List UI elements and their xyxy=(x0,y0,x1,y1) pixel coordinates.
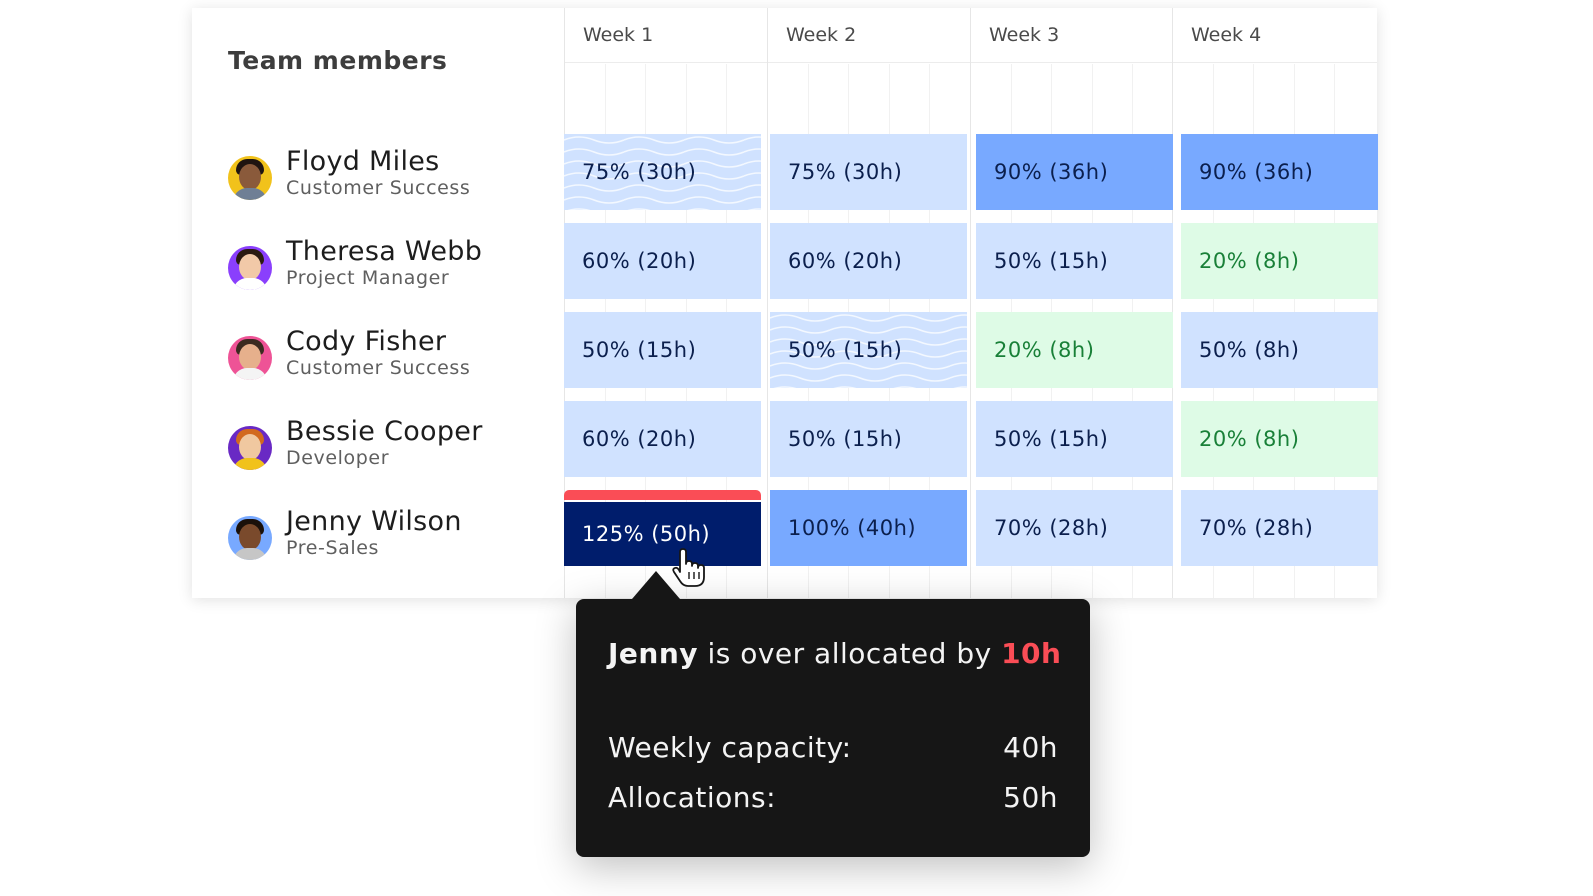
allocation-label: 90% (36h) xyxy=(994,160,1109,184)
allocation-cell[interactable]: 70% (28h) xyxy=(1181,490,1378,566)
avatar-face xyxy=(239,524,261,550)
avatar-face xyxy=(239,344,261,370)
allocation-label: 60% (20h) xyxy=(582,249,697,273)
member-name: Cody Fisher xyxy=(286,326,447,357)
allocation-cell[interactable]: 100% (40h) xyxy=(770,490,967,566)
allocation-cell[interactable]: 20% (8h) xyxy=(1181,401,1378,477)
hand-cursor-icon xyxy=(672,548,705,587)
allocation-label: 75% (30h) xyxy=(788,160,903,184)
member-name: Bessie Cooper xyxy=(286,416,483,447)
allocation-label: 90% (36h) xyxy=(1199,160,1314,184)
week-divider xyxy=(1172,8,1173,598)
allocation-cell[interactable]: 60% (20h) xyxy=(564,223,761,299)
allocation-cell[interactable]: 75% (30h) xyxy=(770,134,967,210)
avatar xyxy=(228,156,272,200)
allocation-label: 60% (20h) xyxy=(582,427,697,451)
member-name: Jenny Wilson xyxy=(286,506,462,537)
week-divider xyxy=(767,8,768,598)
allocations-value: 50h xyxy=(1003,781,1058,814)
avatar-shirt xyxy=(233,548,267,560)
week-1-header: Week 1 xyxy=(564,8,767,63)
avatar-shirt xyxy=(233,188,267,200)
avatar xyxy=(228,336,272,380)
allocation-cell[interactable]: 50% (15h) xyxy=(976,223,1173,299)
week-divider xyxy=(970,8,971,598)
allocation-cell[interactable]: 20% (8h) xyxy=(976,312,1173,388)
allocation-cell[interactable]: 90% (36h) xyxy=(1181,134,1378,210)
allocation-label: 100% (40h) xyxy=(788,516,917,540)
member-role: Customer Success xyxy=(286,357,471,379)
allocation-cell[interactable]: 125% (50h) xyxy=(564,490,761,566)
allocation-cell[interactable]: 20% (8h) xyxy=(1181,223,1378,299)
member-name: Theresa Webb xyxy=(286,236,483,267)
member-role: Pre-Sales xyxy=(286,537,380,559)
allocation-cell[interactable]: 50% (15h) xyxy=(770,312,967,388)
avatar-face xyxy=(239,164,261,190)
allocation-label: 70% (28h) xyxy=(1199,516,1314,540)
avatar-shirt xyxy=(233,278,267,290)
allocation-cell[interactable]: 90% (36h) xyxy=(976,134,1173,210)
allocation-label: 50% (15h) xyxy=(994,427,1109,451)
tooltip-over-amount: 10h xyxy=(1001,637,1062,670)
member-role: Customer Success xyxy=(286,177,471,199)
avatar xyxy=(228,516,272,560)
avatar xyxy=(228,246,272,290)
allocation-label: 50% (15h) xyxy=(788,427,903,451)
tooltip-arrow xyxy=(632,571,680,599)
week-4-header: Week 4 xyxy=(1172,8,1377,63)
allocation-cell[interactable]: 60% (20h) xyxy=(770,223,967,299)
avatar-face xyxy=(239,434,261,460)
tooltip-message: is over allocated by xyxy=(707,637,992,670)
allocation-grid: Week 1 Week 2 Week 3 Week 4 75% (30h) 75%… xyxy=(564,8,1378,598)
allocation-cell[interactable]: 50% (15h) xyxy=(564,312,761,388)
allocation-label: 70% (28h) xyxy=(994,516,1109,540)
allocation-cell[interactable]: 50% (15h) xyxy=(770,401,967,477)
capacity-value: 40h xyxy=(1003,731,1058,764)
member-role: Project Manager xyxy=(286,267,450,289)
member-role: Developer xyxy=(286,447,390,469)
resource-allocation-card: Team members Week 1 Week 2 Week 3 Week 4… xyxy=(192,8,1378,598)
allocation-label: 50% (15h) xyxy=(582,338,697,362)
week-2-header: Week 2 xyxy=(767,8,970,63)
allocation-cell[interactable]: 75% (30h) xyxy=(564,134,761,210)
allocation-label: 50% (15h) xyxy=(788,338,903,362)
allocation-label: 50% (8h) xyxy=(1199,338,1300,362)
allocation-label: 75% (30h) xyxy=(582,160,697,184)
tooltip-headline: Jenny is over allocated by 10h xyxy=(608,637,1061,670)
allocation-label: 125% (50h) xyxy=(582,522,711,546)
allocation-cell[interactable]: 50% (15h) xyxy=(976,401,1173,477)
avatar-face xyxy=(239,254,261,280)
allocation-cell[interactable]: 70% (28h) xyxy=(976,490,1173,566)
avatar-shirt xyxy=(233,458,267,470)
allocations-label: Allocations: xyxy=(608,781,777,814)
allocation-label: 20% (8h) xyxy=(994,338,1095,362)
over-allocation-indicator xyxy=(564,490,761,500)
team-members-title: Team members xyxy=(228,46,448,75)
avatar xyxy=(228,426,272,470)
allocation-cell[interactable]: 60% (20h) xyxy=(564,401,761,477)
avatar-shirt xyxy=(233,368,267,380)
allocation-label: 20% (8h) xyxy=(1199,249,1300,273)
capacity-label: Weekly capacity: xyxy=(608,731,852,764)
tooltip-member-name: Jenny xyxy=(608,637,699,670)
week-divider xyxy=(564,8,565,598)
allocation-label: 50% (15h) xyxy=(994,249,1109,273)
allocation-cell[interactable]: 50% (8h) xyxy=(1181,312,1378,388)
allocation-label: 20% (8h) xyxy=(1199,427,1300,451)
allocation-label: 60% (20h) xyxy=(788,249,903,273)
member-name: Floyd Miles xyxy=(286,146,440,177)
over-allocation-tooltip: Jenny is over allocated by 10h Weekly ca… xyxy=(576,571,1090,857)
week-3-header: Week 3 xyxy=(970,8,1172,63)
